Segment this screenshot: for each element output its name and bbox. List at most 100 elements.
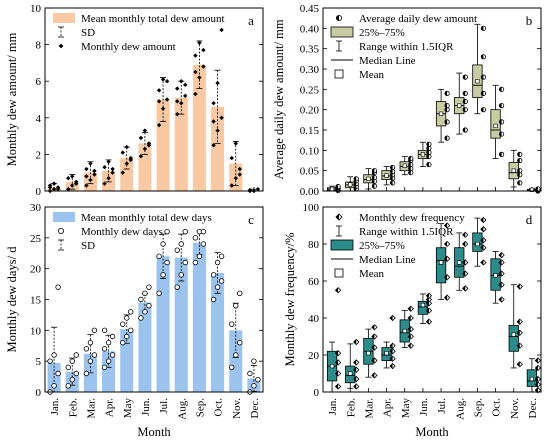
- data-point: [215, 128, 220, 133]
- bar: [192, 64, 206, 191]
- data-point: [255, 376, 261, 383]
- data-point: [51, 352, 57, 358]
- legend-label: Monthly dew frequency: [359, 212, 465, 224]
- x-tick-label: Jun.: [140, 398, 152, 416]
- y-tick-label: 0: [36, 186, 42, 198]
- mean-marker: [366, 176, 371, 181]
- data-point: [124, 315, 130, 321]
- y-tick-label: 0.45: [300, 3, 320, 15]
- data-point-fill: [426, 154, 429, 159]
- data-point: [175, 99, 180, 104]
- data-point-fill: [444, 107, 448, 112]
- data-point-fill: [371, 333, 375, 340]
- data-point-fill: [481, 91, 484, 96]
- data-point: [229, 155, 234, 161]
- legend-mean-symbol: [334, 69, 344, 79]
- data-point: [160, 241, 166, 247]
- x-tick-label: Nov.: [231, 398, 243, 419]
- panel-letter: c: [248, 212, 254, 227]
- legend: Monthly dew frequency Range within 1.5IQR…: [330, 212, 465, 280]
- data-point: [192, 259, 199, 266]
- data-point-fill: [389, 315, 393, 321]
- bar: [120, 158, 134, 191]
- data-point: [183, 93, 188, 99]
- data-point: [55, 284, 61, 290]
- data-point: [219, 27, 224, 33]
- data-point: [175, 111, 180, 117]
- data-point: [210, 272, 217, 278]
- data-point: [142, 309, 148, 315]
- data-point: [237, 166, 242, 172]
- data-point-fill: [408, 333, 411, 340]
- iqr-box: [435, 247, 447, 284]
- legend-label: SD: [81, 27, 95, 39]
- y-tick-label: 10: [30, 3, 42, 15]
- data-point: [197, 40, 202, 45]
- data-point-fill: [535, 387, 538, 393]
- mean-marker: [384, 351, 389, 356]
- data-point: [179, 100, 184, 106]
- data-point: [120, 170, 125, 175]
- data-point: [178, 272, 184, 278]
- data-point-fill: [480, 226, 484, 232]
- data-point: [124, 144, 129, 150]
- data-point: [65, 364, 71, 371]
- data-point-fill: [408, 306, 411, 312]
- y-tick-label: 0.30: [300, 64, 320, 76]
- data-point-fill: [372, 183, 375, 189]
- data-point-fill: [535, 382, 538, 388]
- y-axis-label: Monthly dew days/ d: [5, 246, 19, 353]
- legend-label: Monthly dew amount: [81, 41, 176, 53]
- y-tick-label: 2: [36, 149, 42, 161]
- data-point-fill: [408, 162, 411, 167]
- data-point: [128, 309, 134, 315]
- data-point-fill: [517, 330, 520, 336]
- data-point-fill: [390, 180, 393, 186]
- data-point: [102, 165, 107, 170]
- legend-label: Average daily dew amount: [359, 13, 477, 25]
- data-point-fill: [444, 274, 448, 280]
- y-tick-label: 4: [36, 113, 42, 125]
- legend-label: 25%–75%: [359, 240, 405, 252]
- data-point-fill: [335, 287, 339, 293]
- data-point-fill: [408, 156, 411, 161]
- y-tick-label: 25: [30, 233, 42, 245]
- x-tick-label: Jun.: [418, 398, 430, 416]
- data-point-fill: [390, 169, 393, 174]
- x-tick-label: Jul.: [158, 398, 170, 414]
- data-point-fill: [462, 259, 466, 266]
- data-point-fill: [372, 175, 375, 180]
- data-point-fill: [480, 237, 484, 243]
- legend-point-symbol-fill: [336, 214, 339, 220]
- data-point: [183, 82, 188, 88]
- data-point: [66, 186, 71, 192]
- data-point-fill: [480, 259, 484, 266]
- legend-swatch: [53, 212, 75, 222]
- data-point: [156, 290, 162, 297]
- data-point-fill: [499, 87, 502, 92]
- data-point: [251, 358, 257, 364]
- data-point-fill: [517, 180, 520, 186]
- mean-marker: [420, 152, 426, 157]
- data-point-fill: [498, 282, 502, 288]
- data-point: [174, 247, 180, 253]
- data-point: [193, 69, 198, 75]
- data-point: [160, 77, 166, 82]
- data-point-fill: [535, 186, 538, 192]
- data-point: [160, 272, 166, 278]
- data-point: [219, 115, 224, 120]
- y-tick-label: 0: [314, 387, 320, 399]
- data-point: [124, 333, 130, 340]
- mean-marker: [384, 173, 389, 178]
- data-point-fill: [353, 376, 357, 382]
- data-point: [109, 352, 116, 358]
- data-point: [91, 327, 98, 334]
- panel-a: 0 2 4 6 8 10 Monthly dew amount/ mm a Mean month…: [5, 3, 264, 198]
- data-point-fill: [408, 166, 411, 171]
- data-point: [84, 174, 89, 179]
- data-point: [55, 186, 61, 192]
- x-tick-label: Jul.: [436, 398, 448, 414]
- data-point: [83, 346, 90, 352]
- data-point: [101, 346, 108, 352]
- panel-d: 0 20 40 60 80 100 Monthly dew frequency/% Jan. F…: [283, 202, 542, 439]
